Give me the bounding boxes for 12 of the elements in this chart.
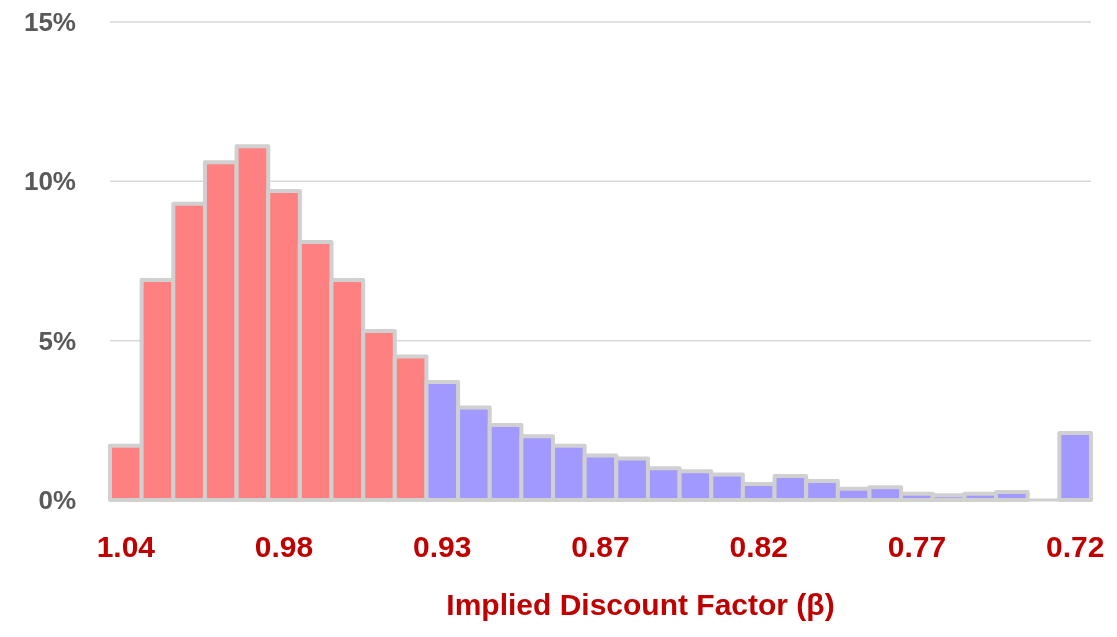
x-tick-label: 0.77 <box>887 530 947 563</box>
y-tick-label: 10% <box>23 166 76 197</box>
x-tick-label: 0.82 <box>729 530 788 563</box>
y-tick-label: 15% <box>23 7 76 38</box>
x-tick-label: 0.98 <box>254 530 314 563</box>
y-tick-label: 5% <box>38 325 76 356</box>
x-tick-label: 0.93 <box>413 530 472 563</box>
x-tick-label: 0.87 <box>571 530 630 563</box>
x-tick-label: 1.04 <box>96 530 156 563</box>
x-axis-title: Implied Discount Factor (β) <box>446 588 835 621</box>
x-tick-label: 0.72 <box>1045 530 1105 563</box>
y-tick-label: 0% <box>38 485 76 516</box>
